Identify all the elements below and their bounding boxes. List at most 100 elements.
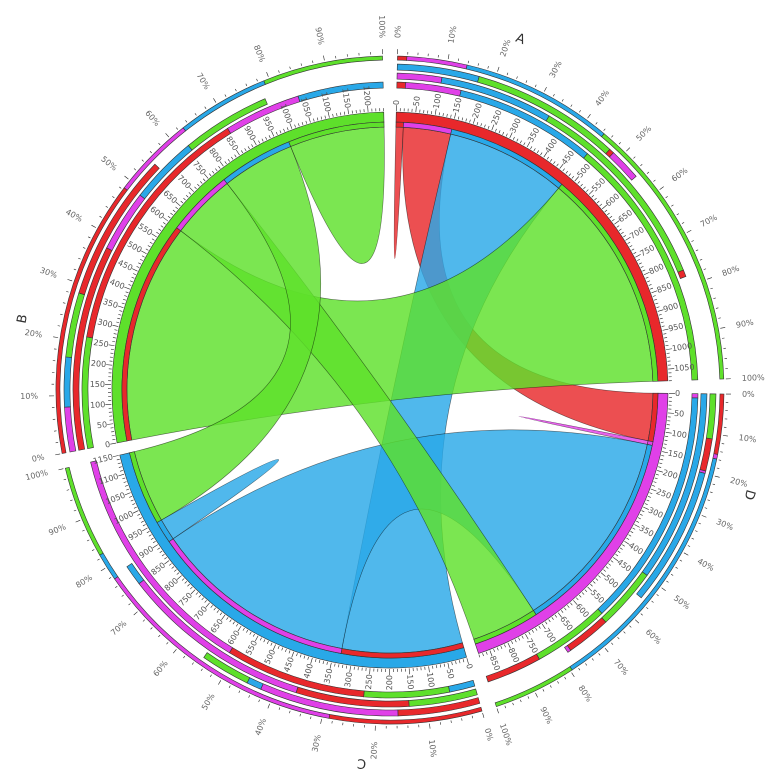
percent-label: 60% [143,109,162,129]
percent-minor-tick [618,142,621,145]
tick-mark [661,325,665,327]
percent-minor-tick [78,257,81,260]
tick-mark [611,219,615,222]
percent-minor-tick [676,213,680,216]
percent-minor-tick [656,594,659,597]
percent-tick-mark [67,279,73,282]
tick-mark [624,541,630,545]
percent-minor-tick [665,196,668,199]
tick-mark [608,563,611,566]
tick-mark [237,625,242,632]
tick-mark [281,647,284,651]
tick-label: 450 [116,258,134,273]
outer-stack-b-a [78,163,160,296]
tick-mark [252,633,255,637]
tick-mark [519,140,522,144]
tick-mark [118,314,122,316]
percent-tick-mark [55,453,61,456]
tick-mark [347,108,349,115]
tick-mark [648,284,652,286]
tick-mark [609,215,613,219]
outer-stack-d-d [564,645,572,653]
tick-label: 50 [96,420,107,430]
tick-mark [279,130,282,134]
percent-minor-tick [112,196,115,199]
percent-tick-mark [267,703,270,709]
percent-minor-tick [718,459,722,461]
tick-label: 800 [163,576,180,593]
percent-minor-tick [119,186,122,189]
tick-mark [141,255,145,258]
tick-mark [660,321,664,324]
tick-mark [159,550,163,554]
tick-mark [205,602,210,608]
tick-mark [329,662,332,669]
percent-minor-tick [691,240,694,242]
tick-mark [540,152,543,156]
tick-mark [654,477,658,480]
tick-mark [415,106,417,113]
tick-mark [637,259,641,261]
percent-label: 60% [670,166,690,184]
outer-stack-b-c [297,81,384,103]
percent-minor-tick [520,699,522,703]
tick-mark [158,228,162,231]
tick-label: 1100 [98,472,120,487]
tick-mark [548,619,551,623]
tick-mark [614,220,620,225]
tick-mark [114,329,118,331]
percent-tick-mark [659,186,664,190]
tick-mark [175,206,178,210]
percent-minor-tick [91,549,95,551]
tick-label: 350 [638,523,656,538]
tick-mark [652,485,656,487]
tick-mark [512,136,515,140]
tick-mark [183,197,186,201]
tick-mark [208,173,212,177]
percent-tick-mark [571,672,575,678]
percent-minor-tick [695,530,698,532]
outer-stack-a-b [583,153,699,381]
tick-mark [489,650,493,657]
percent-minor-tick [477,63,479,66]
tick-mark [315,658,317,663]
tick-mark [316,117,319,121]
percent-label: 100% [498,722,514,747]
percent-ring-a-b [601,133,725,380]
percent-ring-c-c [99,552,119,580]
percent-minor-tick [97,558,100,561]
tick-mark [491,124,495,131]
tick-mark [171,566,175,569]
outer-stack-b-b [187,98,268,151]
percent-ring-c-b [64,466,104,556]
percent-minor-tick [234,88,237,92]
tick-label: 300 [508,117,523,135]
tick-mark [148,534,152,537]
tick-mark [500,645,503,649]
tick-label: 400 [627,541,645,557]
tick-mark [623,235,627,238]
percent-minor-tick [640,164,643,167]
percent-minor-tick [149,151,153,154]
percent-minor-tick [703,268,707,270]
tick-label: 100 [90,400,106,410]
tick-mark [446,113,448,117]
percent-tick-mark [91,224,96,228]
tick-mark [283,128,285,132]
group-arc-segment-b-b [288,121,385,147]
tick-label: 700 [192,605,209,622]
tick-mark [635,254,641,258]
tick-mark [607,212,610,216]
tick-mark [122,477,126,480]
tick-label: 250 [490,109,504,127]
percent-minor-tick [467,60,469,64]
tick-mark [543,152,548,158]
tick-mark [538,625,541,629]
tick-mark [447,662,450,669]
tick-mark [586,189,589,192]
tick-label: 750 [191,159,208,176]
percent-minor-tick [248,695,250,698]
tick-label: 500 [603,573,620,590]
tick-mark [124,295,128,297]
tick-mark [131,276,135,279]
